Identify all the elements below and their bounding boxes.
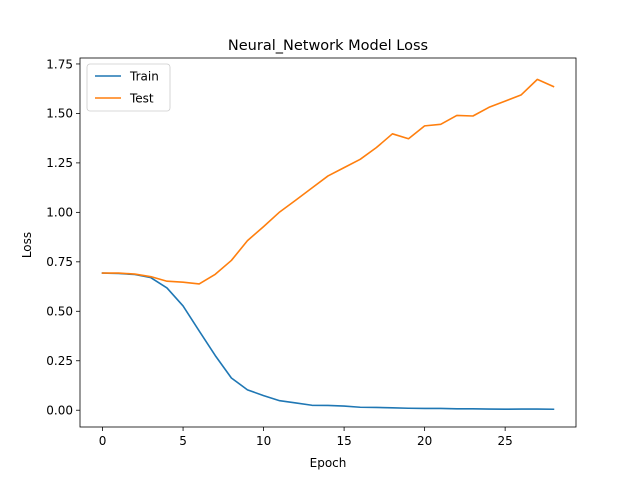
y-tick-label: 1.00 bbox=[46, 206, 73, 220]
x-tick-label: 25 bbox=[498, 434, 513, 448]
series-line-test bbox=[101, 78, 555, 285]
chart-title: Neural_Network Model Loss bbox=[228, 38, 428, 54]
y-tick-label: 1.50 bbox=[46, 107, 73, 121]
y-tick-label: 0.50 bbox=[46, 305, 73, 319]
legend-label-test: Test bbox=[129, 91, 154, 105]
legend-label-train: Train bbox=[129, 69, 159, 83]
legend: Train Test bbox=[86, 63, 171, 112]
x-tick-label: 10 bbox=[256, 434, 271, 448]
x-axis-label: Epoch bbox=[310, 456, 347, 470]
y-tick-label: 0.75 bbox=[46, 255, 73, 269]
y-tick-label: 0.00 bbox=[46, 404, 73, 418]
series-line-train bbox=[101, 272, 555, 411]
plot-frame bbox=[79, 57, 577, 428]
y-tick-label: 1.25 bbox=[46, 156, 73, 170]
x-tick-label: 20 bbox=[417, 434, 432, 448]
x-tick-label: 0 bbox=[99, 434, 107, 448]
x-tick-label: 5 bbox=[179, 434, 187, 448]
y-tick-label: 0.25 bbox=[46, 354, 73, 368]
y-axis-label: Loss bbox=[20, 232, 34, 258]
x-tick-label: 15 bbox=[336, 434, 351, 448]
axes: 0 5 10 15 20 25 0.00 0.25 0.50 0.75 1.00 1.25 1.50 1.… bbox=[46, 57, 577, 448]
series-lines bbox=[101, 78, 555, 411]
y-tick-label: 1.75 bbox=[46, 57, 73, 71]
